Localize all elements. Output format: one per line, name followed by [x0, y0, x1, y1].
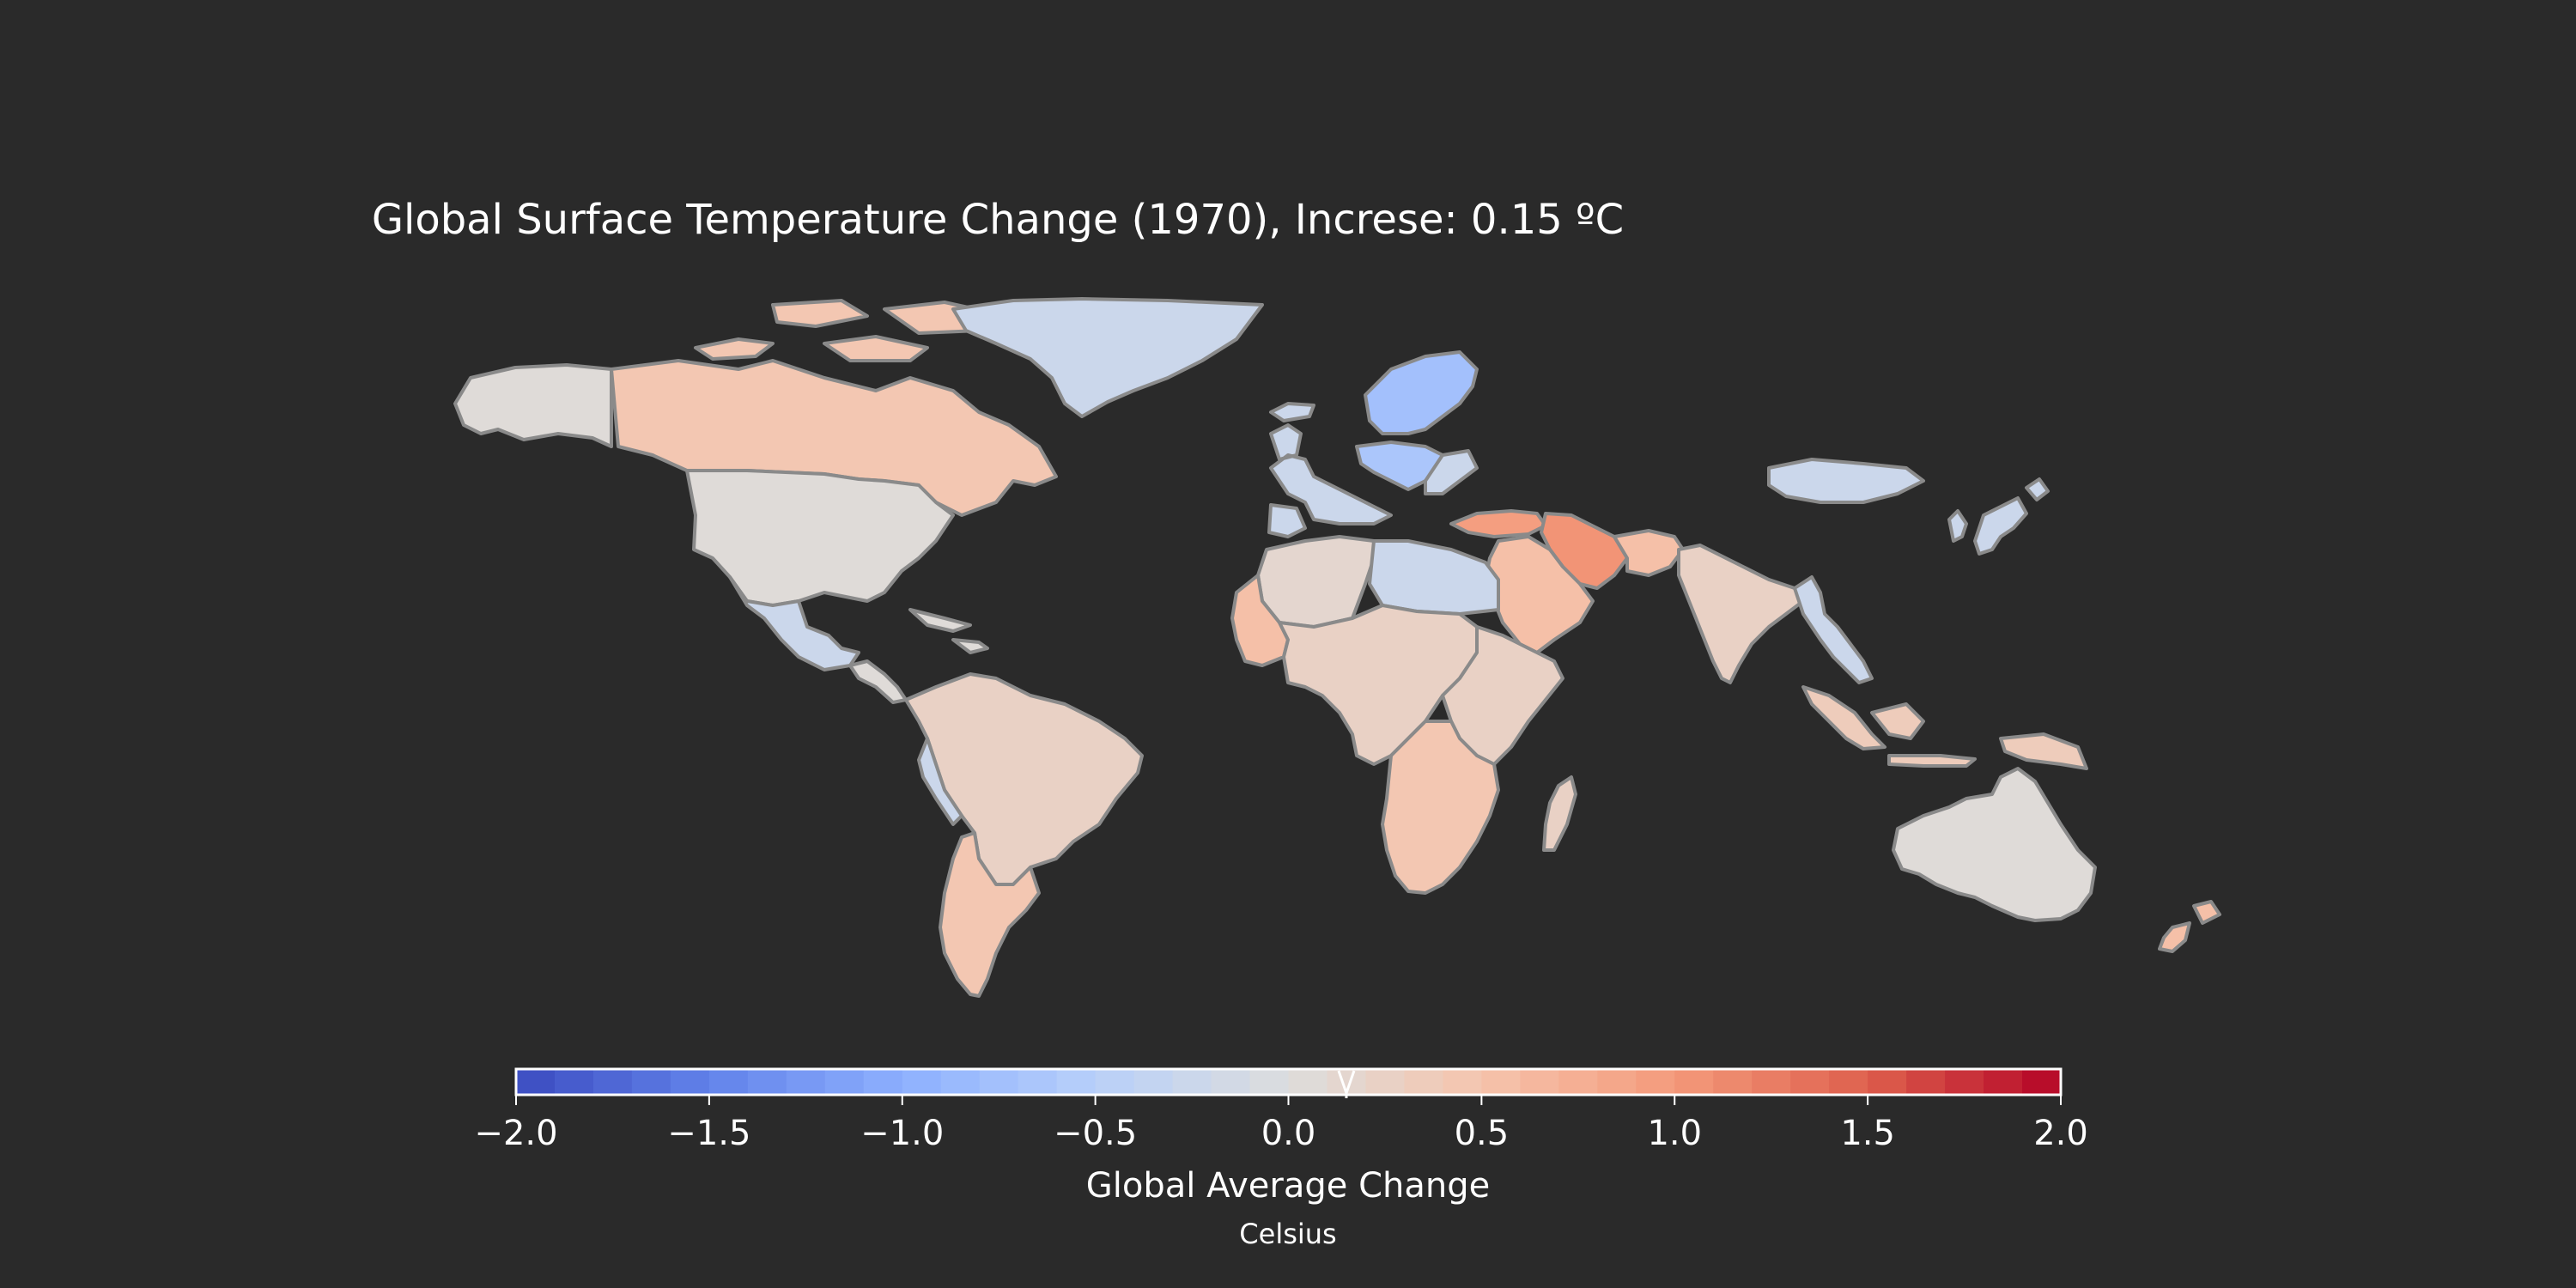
colorbar-bin	[786, 1069, 826, 1095]
world-map	[453, 297, 2221, 998]
region-eastern-europe	[1424, 449, 1479, 495]
colorbar-bin	[1365, 1069, 1406, 1095]
colorbar-tick-label: −1.5	[667, 1114, 750, 1153]
map-title: Global Surface Temperature Change (1970)…	[371, 196, 1625, 244]
region-greenland	[951, 297, 1264, 418]
region-india	[1677, 544, 1805, 684]
colorbar-bin	[1443, 1069, 1482, 1095]
colorbar-bin	[979, 1069, 1019, 1095]
colorbar-bin	[516, 1069, 556, 1095]
colorbar-bin	[1481, 1069, 1521, 1095]
region-central-asia	[1613, 529, 1685, 577]
region-mexico	[728, 575, 860, 671]
colorbar-bin	[670, 1069, 710, 1095]
region-indonesia	[1801, 685, 2088, 770]
colorbar-bin	[1288, 1069, 1328, 1095]
colorbar-tick-label: 0.5	[1455, 1114, 1510, 1153]
colorbar-bin	[1713, 1069, 1753, 1095]
region-mongolia	[1767, 458, 1925, 504]
region-iran	[1540, 512, 1629, 590]
region-iceland	[1269, 402, 1315, 422]
colorbar-bin	[902, 1069, 942, 1095]
colorbar-bin	[708, 1069, 749, 1095]
colorbar-bin	[1674, 1069, 1714, 1095]
colorbar-bin	[1056, 1069, 1097, 1095]
colorbar-bin	[1984, 1069, 2023, 1095]
colorbar-bin	[2022, 1069, 2062, 1095]
region-australia	[1892, 767, 2097, 922]
colorbar-tick-label: 1.0	[1647, 1114, 1702, 1153]
colorbar-bin	[592, 1069, 633, 1095]
colorbar-bin	[824, 1069, 865, 1095]
region-new-zealand	[2158, 900, 2221, 953]
colorbar-bin	[1945, 1069, 1984, 1095]
region-scandinavia	[1364, 350, 1479, 435]
colorbar-bin	[1018, 1069, 1058, 1095]
colorbar-bin	[554, 1069, 594, 1095]
region-southern-africa	[1381, 720, 1500, 895]
colorbar-bin	[1249, 1069, 1290, 1095]
colorbar-tick-label: 1.5	[1840, 1114, 1895, 1153]
region-madagascar	[1542, 775, 1577, 852]
global-value-marker	[1337, 1070, 1356, 1098]
colorbar-bin	[1790, 1069, 1830, 1095]
colorbar-tick-label: 2.0	[2033, 1114, 2088, 1153]
region-argentina	[939, 831, 1041, 998]
colorbar-bin	[1829, 1069, 1868, 1095]
colorbar-label: Global Average Change	[1085, 1166, 1491, 1206]
colorbar-tick-label: −0.5	[1054, 1114, 1137, 1153]
colorbar-bin	[747, 1069, 787, 1095]
colorbar-bin	[1404, 1069, 1443, 1095]
colorbar-tick-label: 0.0	[1261, 1114, 1316, 1153]
colorbar-bin	[1095, 1069, 1135, 1095]
colorbar-bin	[1520, 1069, 1559, 1095]
region-usa	[685, 469, 955, 607]
colorbar-sublabel: Celsius	[1239, 1218, 1337, 1250]
region-east-africa	[1441, 625, 1564, 766]
colorbar-tick-label: −1.0	[860, 1114, 944, 1153]
region-libya-egypt	[1368, 539, 1500, 616]
colorbar-bin	[1211, 1069, 1251, 1095]
colorbar-bin	[1597, 1069, 1637, 1095]
colorbar-bin	[863, 1069, 903, 1095]
colorbar-bin	[1752, 1069, 1791, 1095]
colorbar-bin	[1172, 1069, 1212, 1095]
region-north-america-west	[453, 363, 613, 448]
region-canada	[610, 299, 1058, 517]
colorbar-bin	[1636, 1069, 1675, 1095]
region-western-europe	[1267, 423, 1393, 538]
colorbar-bin	[1906, 1069, 1946, 1095]
colorbar-bin	[940, 1069, 981, 1095]
region-japan-korea	[1947, 477, 2050, 556]
colorbar-bin	[631, 1069, 671, 1095]
region-andes-west	[917, 737, 963, 826]
colorbar-tick-label: −2.0	[474, 1114, 557, 1153]
colorbar-bin	[1133, 1069, 1174, 1095]
region-southeast-asia	[1793, 575, 1874, 684]
colorbar-bin	[1868, 1069, 1907, 1095]
colorbar-bin	[1558, 1069, 1598, 1095]
